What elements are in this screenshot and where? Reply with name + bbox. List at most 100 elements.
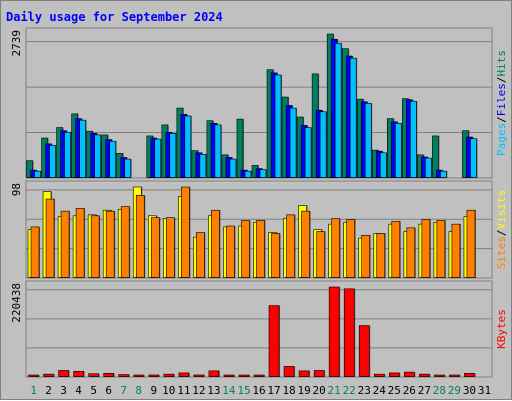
x-tick-label-day-3: 3 [60, 384, 67, 397]
kbytes-bar-kbytes-day-19 [298, 370, 310, 377]
kbytes-bar-kbytes-day-28 [434, 374, 445, 377]
kbytes-bar-kbytes-day-20 [313, 370, 325, 377]
kbytes-bar-kbytes-day-9 [148, 374, 160, 377]
pages-files-hits-bar-pages-day-20 [319, 111, 327, 178]
visits-sites-legend-entry: / [495, 230, 508, 237]
kbytes-bar-kbytes-day-1 [28, 374, 39, 377]
visits-sites-bar-sites-day-3 [60, 210, 70, 278]
visits-sites-bar-sites-day-4 [75, 208, 85, 278]
pages-files-hits-legend-entry: / [495, 77, 508, 84]
kbytes-bar-kbytes-day-5 [88, 373, 99, 377]
pages-files-hits-bar-pages-day-5 [94, 134, 101, 178]
visits-sites-bar-sites-day-6 [105, 210, 115, 278]
visits-sites-bar-sites-day-11 [181, 186, 190, 278]
visits-sites-bar-sites-day-22 [346, 219, 355, 278]
pages-files-hits-bar-pages-day-7 [124, 158, 132, 178]
kbytes-bar-kbytes-day-7 [118, 374, 130, 377]
x-tick-label-day-15: 15 [237, 384, 250, 397]
visits-sites-bar-sites-day-14 [226, 225, 235, 278]
x-tick-label-day-11: 11 [177, 384, 190, 397]
kbytes-legend: KBytes [495, 309, 508, 349]
kbytes-bar-kbytes-day-11 [178, 372, 190, 377]
kbytes-bar-kbytes-day-6 [103, 373, 114, 377]
x-tick-label-day-19: 19 [297, 384, 310, 397]
visits-sites-bar-sites-day-21 [331, 218, 340, 278]
x-tick-label-day-28: 28 [433, 384, 446, 397]
pages-files-hits-bar-pages-day-10 [169, 133, 177, 178]
pages-files-hits-legend-entry: Hits [495, 50, 508, 77]
visits-sites-bar-sites-day-27 [421, 219, 431, 278]
x-tick-label-day-2: 2 [45, 384, 52, 397]
pages-files-hits-legend-entry: Pages [495, 123, 508, 156]
chart-title: Daily usage for September 2024 [6, 10, 223, 24]
x-tick-label-day-7: 7 [120, 384, 127, 397]
x-tick-label-day-20: 20 [313, 384, 326, 397]
pages-files-hits-bar-pages-day-3 [64, 131, 71, 178]
pages-files-hits-bar-pages-day-23 [364, 103, 372, 178]
pages-files-hits-bar-pages-day-9 [154, 138, 162, 178]
x-tick-label-day-30: 30 [463, 384, 476, 397]
pages-files-hits-bar-pages-day-25 [394, 123, 402, 178]
visits-sites-bar-sites-day-13 [211, 209, 220, 278]
x-tick-label-day-26: 26 [403, 384, 416, 397]
kbytes-bar-kbytes-day-14 [223, 374, 235, 377]
pages-files-hits-bar-pages-day-27 [425, 157, 432, 178]
x-tick-label-day-27: 27 [418, 384, 431, 397]
pages-files-hits-bar-pages-day-1 [34, 170, 41, 178]
kbytes-legend-entry: KBytes [495, 309, 508, 349]
visits-sites-bar-sites-day-2 [45, 198, 55, 278]
visits-sites-bar-sites-day-15 [241, 220, 250, 278]
kbytes-ymax-label: 220438 [10, 283, 23, 323]
visits-sites-bar-sites-day-18 [286, 214, 295, 278]
visits-sites-legend-entry: Visits [495, 190, 508, 230]
pages-files-hits-bar-pages-day-19 [304, 127, 312, 178]
visits-sites-bar-sites-day-19 [301, 210, 310, 278]
visits-sites-bar-sites-day-26 [406, 227, 416, 278]
kbytes-bar-kbytes-day-10 [163, 373, 175, 377]
x-tick-label-day-10: 10 [162, 384, 175, 397]
pages-files-hits-bar-pages-day-21 [334, 43, 342, 178]
x-tick-label-day-29: 29 [448, 384, 461, 397]
visits-sites-bar-sites-day-30 [466, 209, 476, 278]
x-tick-label-day-13: 13 [207, 384, 220, 397]
x-tick-label-day-6: 6 [105, 384, 112, 397]
visits-sites-bar-sites-day-12 [196, 232, 205, 278]
x-tick-label-day-31: 31 [478, 384, 491, 397]
x-tick-label-day-8: 8 [135, 384, 142, 397]
pages-files-hits-bar-hits-day-15 [236, 118, 244, 178]
pages-files-hits-ymax-label: 2739 [10, 30, 23, 57]
pages-files-hits-legend: Pages/Files/Hits [495, 50, 508, 156]
kbytes-bar-kbytes-day-4 [73, 370, 84, 377]
pages-files-hits-bar-pages-day-13 [214, 124, 222, 178]
visits-sites-bar-sites-day-8 [135, 195, 145, 278]
visits-sites-bar-sites-day-7 [120, 206, 130, 278]
x-tick-label-day-25: 25 [388, 384, 401, 397]
kbytes-bar-kbytes-day-18 [283, 366, 295, 377]
x-tick-label-day-21: 21 [328, 384, 341, 397]
pages-files-hits-bar-pages-day-18 [289, 107, 297, 178]
visits-sites-bar-sites-day-16 [256, 220, 265, 278]
pages-files-hits-bar-pages-day-6 [109, 140, 116, 178]
x-tick-label-day-17: 17 [267, 384, 280, 397]
pages-files-hits-bar-pages-day-11 [184, 115, 192, 178]
kbytes-bar-kbytes-day-17 [268, 305, 280, 377]
visits-sites-bar-sites-day-24 [376, 233, 386, 278]
x-tick-label-day-18: 18 [282, 384, 295, 397]
pages-files-hits-bar-pages-day-30 [470, 138, 477, 178]
x-tick-label-day-9: 9 [150, 384, 157, 397]
pages-files-hits-bar-pages-day-17 [274, 74, 282, 178]
kbytes-bar-kbytes-day-12 [193, 374, 205, 377]
x-tick-label-day-1: 1 [30, 384, 37, 397]
visits-sites-bar-sites-day-28 [436, 220, 446, 278]
visits-sites-bar-sites-day-5 [90, 215, 100, 278]
visits-sites-bar-sites-day-9 [150, 217, 160, 278]
visits-sites-bar-sites-day-23 [361, 234, 371, 278]
kbytes-bar-kbytes-day-13 [208, 370, 220, 377]
pages-files-hits-bar-hits-day-28 [432, 135, 439, 178]
kbytes-bar-kbytes-day-3 [58, 370, 69, 377]
x-tick-label-day-4: 4 [75, 384, 82, 397]
kbytes-bar-kbytes-day-30 [464, 373, 475, 377]
visits-sites-bar-sites-day-20 [316, 231, 325, 278]
kbytes-bar-kbytes-day-15 [238, 374, 250, 377]
